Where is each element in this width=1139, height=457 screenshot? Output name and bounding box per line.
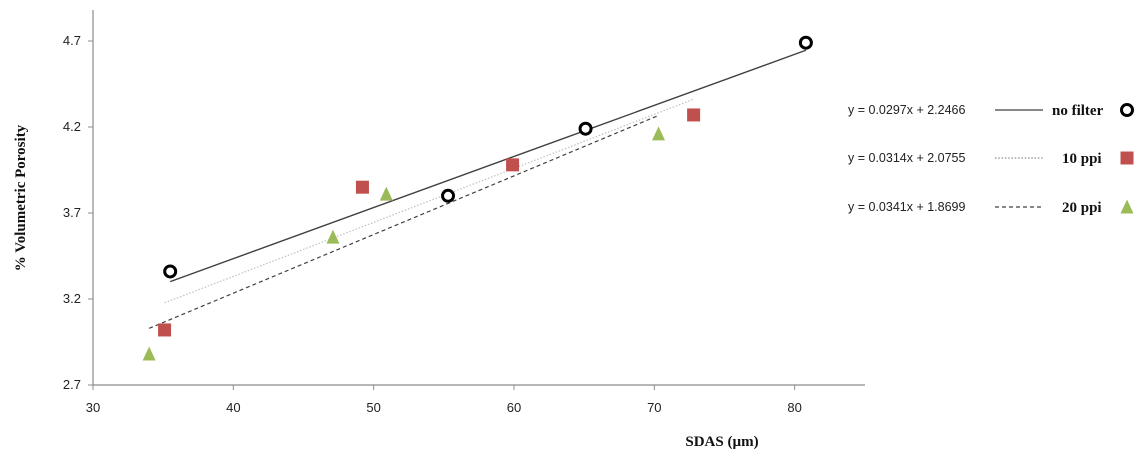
data-point-no-filter	[798, 35, 813, 50]
legend-series-name: 10 ppi	[1062, 151, 1102, 167]
legend-equation: y = 0.0297x + 2.2466	[848, 103, 966, 117]
data-point-no-filter	[441, 188, 456, 203]
axes: 2.7 3.2 3.7 4.2 4.7 30 40 50 60 70 80 SDAS (µm) % Vo…	[13, 10, 865, 450]
legend-series-name: 20 ppi	[1062, 200, 1102, 216]
data-point-no-filter	[163, 264, 178, 279]
legend-equation: y = 0.0341x + 1.8699	[848, 200, 966, 214]
y-tick-label: 3.7	[63, 205, 81, 220]
data-point-10-ppi	[355, 180, 369, 194]
trendline-10-ppi	[164, 98, 694, 304]
x-tick-label: 30	[86, 400, 100, 415]
trendline-20-ppi	[148, 114, 659, 329]
trendlines	[148, 49, 807, 329]
y-tick-label: 2.7	[63, 377, 81, 392]
data-point-10-ppi	[506, 158, 520, 172]
data-point-20-ppi	[142, 346, 156, 361]
y-tick-label: 4.7	[63, 33, 81, 48]
trendline-no-filter	[169, 49, 807, 283]
data-point-20-ppi	[652, 126, 666, 141]
data-point-20-ppi	[379, 186, 393, 201]
x-tick-label: 60	[507, 400, 521, 415]
legend-marker	[1120, 199, 1134, 214]
legend-equation: y = 0.0314x + 2.0755	[848, 151, 966, 165]
legend-series-name: no filter	[1052, 103, 1104, 119]
data-point-20-ppi	[326, 229, 340, 244]
x-tick-label: 70	[647, 400, 661, 415]
y-tick-label: 3.2	[63, 291, 81, 306]
data-point-no-filter	[578, 121, 593, 136]
x-axis-title: SDAS (µm)	[685, 434, 758, 450]
legend-marker	[1120, 103, 1134, 117]
x-tick-label: 50	[366, 400, 380, 415]
y-tick-label: 4.2	[63, 119, 81, 134]
x-tick-label: 80	[787, 400, 801, 415]
x-tick-label: 40	[226, 400, 240, 415]
data-points	[142, 35, 813, 361]
data-point-10-ppi	[687, 108, 701, 122]
y-axis-title: % Volumetric Porosity	[13, 124, 29, 271]
legend-marker	[1120, 151, 1134, 165]
legend: y = 0.0297x + 2.2466 no filter y = 0.0314x…	[848, 103, 1134, 216]
data-point-10-ppi	[158, 323, 172, 337]
